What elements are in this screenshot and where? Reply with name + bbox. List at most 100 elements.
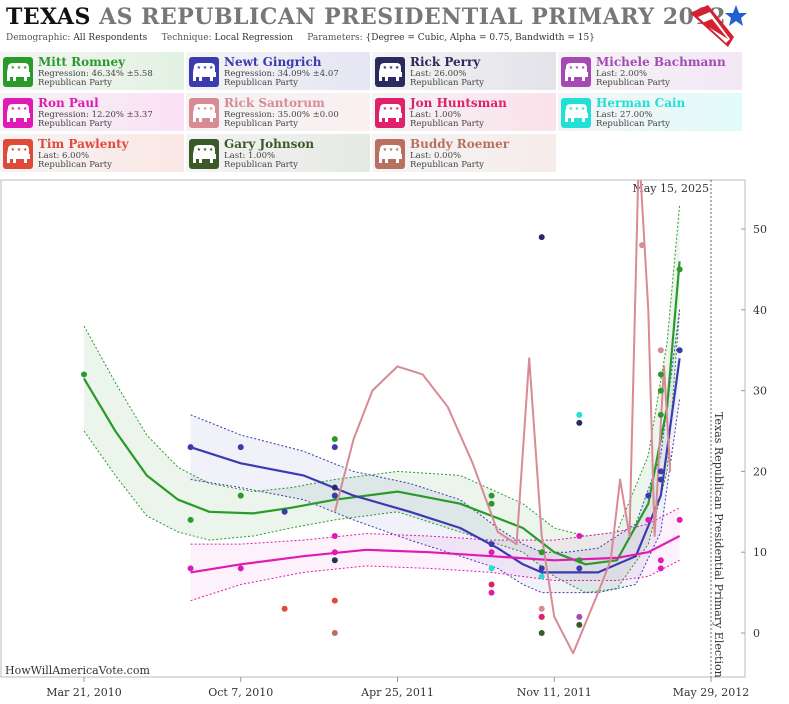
- y-tick-label: 40: [753, 304, 767, 317]
- poll-point: [639, 242, 646, 249]
- technique-label: Technique:: [161, 33, 212, 43]
- candidate-value: Regression: 12.20% ±3.37: [38, 110, 153, 120]
- poll-point: [538, 605, 545, 612]
- candidate-party: Republican Party: [596, 119, 670, 129]
- poll-point: [676, 347, 683, 354]
- poll-point: [657, 476, 664, 483]
- candidate-name: Mitt Romney: [38, 55, 126, 69]
- plot-frame: [0, 179, 746, 678]
- svg-text:★ ★ ★: ★ ★ ★: [11, 65, 28, 71]
- svg-text:★ ★ ★: ★ ★ ★: [197, 106, 214, 112]
- poll-point: [281, 605, 288, 612]
- candidate-card: ★ ★ ★ Mitt Romney Regression: 46.34% ±5.58…: [0, 52, 184, 90]
- elephant-icon: ★ ★ ★: [561, 98, 591, 128]
- x-tick-label: Oct 7, 2010: [208, 686, 273, 699]
- poll-point: [538, 549, 545, 556]
- demographic-value: All Respondents: [73, 33, 148, 43]
- poll-point: [331, 444, 338, 451]
- svg-text:★ ★ ★: ★ ★ ★: [11, 147, 28, 153]
- candidate-party: Republican Party: [224, 119, 298, 129]
- candidate-card: ★ ★ ★ Tim Pawlenty Last: 6.00% Republican P…: [0, 134, 184, 172]
- candidate-card: ★ ★ ★ Ron Paul Regression: 12.20% ±3.37 Rep…: [0, 93, 184, 131]
- poll-point: [657, 347, 664, 354]
- candidate-card: ★ ★ ★ Rick Santorum Regression: 35.00% ±0.…: [186, 93, 370, 131]
- candidate-name: Rick Perry: [410, 55, 481, 69]
- candidate-value: Last: 1.00%: [410, 110, 462, 120]
- poll-point: [81, 371, 87, 378]
- candidate-card: ★ ★ ★ Buddy Roemer Last: 0.00% Republican P…: [372, 134, 556, 172]
- poll-point: [331, 492, 338, 499]
- elephant-icon: ★ ★ ★: [375, 98, 405, 128]
- poll-point: [676, 266, 683, 273]
- poll-point: [488, 500, 495, 507]
- svg-text:★ ★ ★: ★ ★ ★: [383, 106, 400, 112]
- poll-point: [657, 371, 664, 378]
- trend-line: [83, 261, 681, 566]
- technique-value: Local Regression: [214, 33, 293, 43]
- candidate-value: Last: 2.00%: [596, 69, 648, 79]
- y-tick-label: 10: [753, 546, 767, 559]
- confidence-band: [190, 507, 680, 601]
- candidate-value: Regression: 46.34% ±5.58: [38, 69, 153, 79]
- candidate-party: Republican Party: [596, 78, 670, 88]
- candidate-card: ★ ★ ★ Jon Huntsman Last: 1.00% Republican P…: [372, 93, 556, 131]
- poll-point: [488, 581, 495, 588]
- candidate-party: Republican Party: [410, 119, 484, 129]
- candidate-card: ★ ★ ★ Herman Cain Last: 27.00% Republican P…: [558, 93, 742, 131]
- poll-point: [576, 621, 583, 628]
- upper-bound-line: [190, 309, 681, 553]
- poll-point: [237, 444, 244, 451]
- lower-bound-line: [83, 309, 681, 594]
- y-tick-label: 20: [753, 465, 767, 478]
- lower-bound-line: [190, 559, 680, 602]
- elephant-icon: ★ ★ ★: [561, 57, 591, 87]
- candidate-value: Last: 0.00%: [410, 151, 462, 161]
- election-label: Texas Republican Presidential Primary El…: [712, 412, 725, 678]
- candidate-name: Gary Johnson: [224, 137, 315, 151]
- y-tick-label: 50: [753, 223, 767, 236]
- poll-point: [657, 387, 664, 394]
- candidate-name: Rick Santorum: [224, 96, 325, 110]
- svg-text:★ ★ ★: ★ ★ ★: [569, 106, 586, 112]
- x-tick-label: May 29, 2012: [673, 686, 750, 699]
- poll-point: [488, 589, 495, 596]
- chart-title: TEXAS AS REPUBLICAN PRESIDENTIAL PRIMARY…: [6, 4, 726, 30]
- x-tick-label: Nov 11, 2011: [517, 686, 592, 699]
- poll-point: [538, 234, 545, 241]
- poll-point: [237, 492, 244, 499]
- poll-point: [331, 630, 338, 636]
- poll-point: [657, 557, 664, 564]
- svg-text:★ ★ ★: ★ ★ ★: [197, 65, 214, 71]
- svg-text:★ ★ ★: ★ ★ ★: [383, 147, 400, 153]
- poll-point: [576, 565, 583, 572]
- parameters-value: {Degree = Cubic, Alpha = 0.75, Bandwidth…: [365, 33, 595, 43]
- poll-point: [331, 557, 338, 564]
- poll-point: [576, 419, 583, 426]
- poll-point: [576, 557, 583, 564]
- candidate-legend: ★ ★ ★ Mitt Romney Regression: 46.34% ±5.58…: [0, 52, 789, 176]
- confidence-band: [84, 204, 680, 593]
- candidate-value: Last: 26.00%: [410, 69, 467, 79]
- upper-bound-line: [83, 204, 681, 537]
- x-tick-label: Apr 25, 2011: [360, 686, 434, 699]
- poll-point: [538, 573, 545, 580]
- trend-line: [190, 358, 681, 574]
- candidate-name: Newt Gingrich: [224, 55, 322, 69]
- poll-point: [576, 411, 583, 418]
- candidate-name: Tim Pawlenty: [38, 137, 129, 151]
- poll-point: [331, 549, 338, 556]
- candidate-party: Republican Party: [410, 160, 484, 170]
- poll-point: [538, 630, 545, 636]
- candidate-card: ★ ★ ★ Gary Johnson Last: 1.00% Republican P…: [186, 134, 370, 172]
- poll-point: [538, 565, 545, 572]
- candidate-party: Republican Party: [410, 78, 484, 88]
- poll-point: [187, 444, 194, 451]
- parameters-line: Demographic: All Respondents Technique: …: [6, 33, 595, 43]
- poll-point: [657, 565, 664, 572]
- svg-text:★ ★ ★: ★ ★ ★: [11, 106, 28, 112]
- candidate-name: Jon Huntsman: [410, 96, 507, 110]
- candidate-card: ★ ★ ★ Michele Bachmann Last: 2.00% Republic…: [558, 52, 742, 90]
- poll-point: [331, 436, 338, 443]
- poll-point: [331, 484, 338, 491]
- poll-point: [657, 468, 664, 475]
